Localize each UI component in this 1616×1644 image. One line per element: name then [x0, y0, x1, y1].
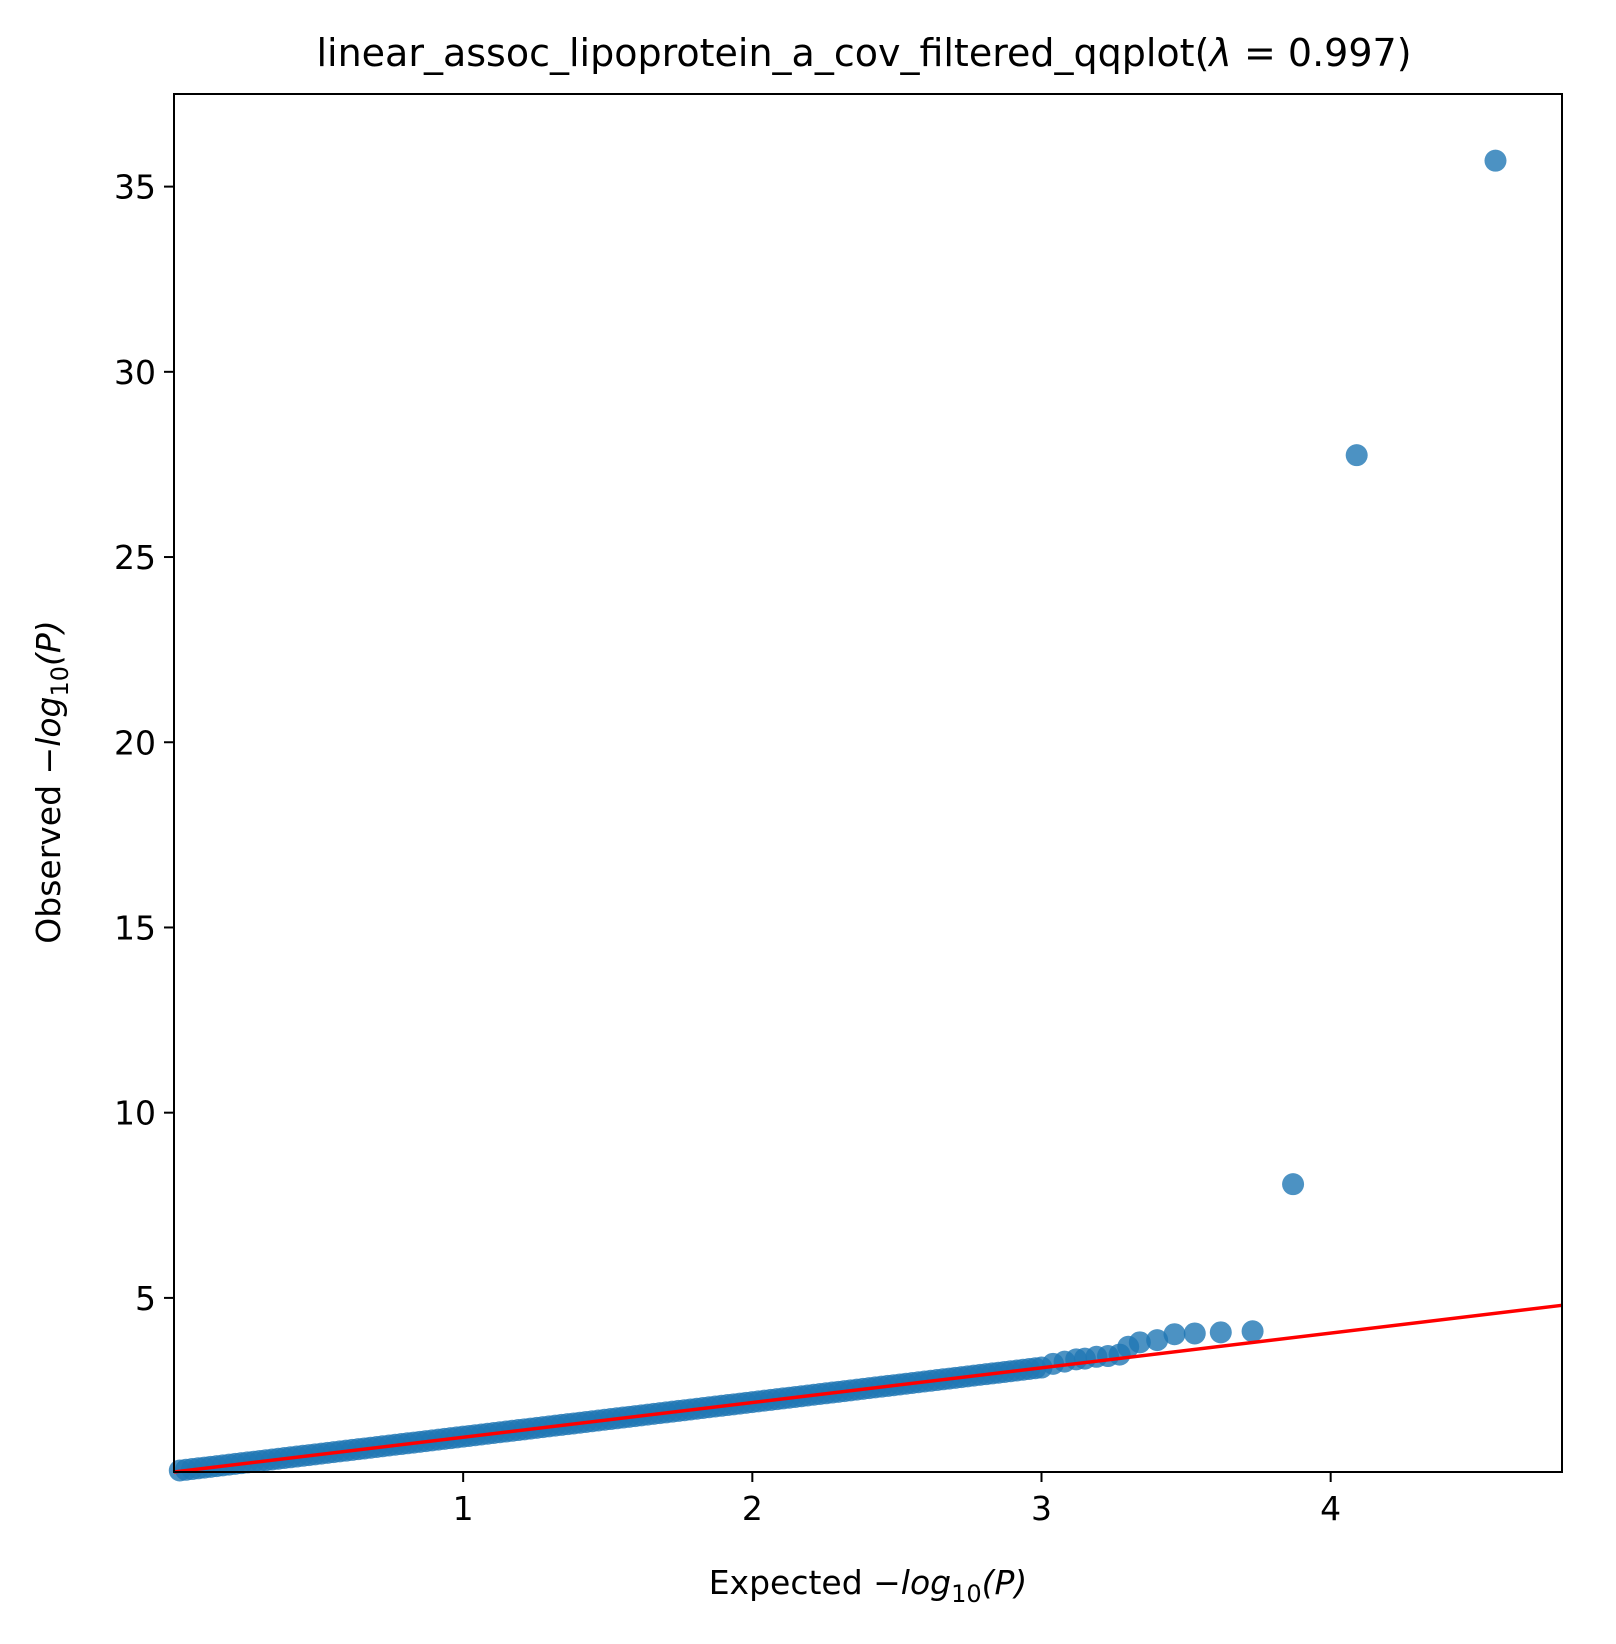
- y-axis: 5 10 15 20 25 30 35: [114, 168, 174, 1318]
- y-axis-label-log: log: [29, 696, 68, 746]
- y-axis-label-minus: −: [29, 747, 68, 775]
- axes-frame: [173, 93, 1563, 1473]
- y-tick-label: 25: [114, 538, 156, 577]
- data-point: [1163, 1323, 1186, 1346]
- x-axis-label: Expected −log10(P): [709, 1563, 1028, 1608]
- y-axis-label-text: Observed: [29, 774, 68, 943]
- data-point: [1128, 1331, 1151, 1354]
- title-lambda-value: 0.997: [1288, 31, 1397, 75]
- y-tick-label: 20: [114, 723, 156, 762]
- reference-line: [173, 1303, 1563, 1474]
- x-axis-label-minus: −: [873, 1563, 901, 1602]
- plot-area: [168, 94, 1563, 1482]
- x-axis-label-arg: (P): [982, 1563, 1028, 1602]
- y-tick-label: 30: [114, 353, 156, 392]
- y-tick-label: 35: [114, 168, 156, 207]
- title-text: linear_assoc_lipoprotein_a_cov_filtered_…: [316, 31, 1209, 75]
- data-point: [1345, 444, 1368, 467]
- title-close-paren: ): [1397, 31, 1412, 75]
- y-axis-label: Observed −log10(P): [29, 620, 74, 943]
- data-point: [1484, 149, 1507, 172]
- chart-title: linear_assoc_lipoprotein_a_cov_filtered_…: [316, 31, 1411, 75]
- data-point: [1183, 1322, 1206, 1345]
- y-axis-label-base: 10: [46, 666, 74, 697]
- data-point: [1209, 1321, 1232, 1344]
- data-point: [1146, 1329, 1169, 1352]
- title-lambda: λ: [1207, 31, 1232, 75]
- x-tick-label: 4: [1320, 1489, 1341, 1528]
- x-tick-label: 2: [742, 1489, 763, 1528]
- x-tick-label: 1: [453, 1489, 474, 1528]
- y-axis-label-arg: (P): [29, 620, 68, 666]
- axes-background: [174, 94, 1562, 1472]
- data-point: [1282, 1173, 1305, 1196]
- y-tick-label: 10: [114, 1094, 156, 1133]
- x-axis-label-text: Expected: [709, 1563, 873, 1602]
- y-tick-label: 15: [114, 908, 156, 947]
- x-axis: 1 2 3 4: [453, 1472, 1341, 1528]
- data-point: [1241, 1320, 1264, 1343]
- y-tick-label: 5: [135, 1279, 156, 1318]
- title-equals: =: [1232, 31, 1288, 75]
- x-axis-label-base: 10: [951, 1580, 982, 1608]
- x-tick-label: 3: [1031, 1489, 1052, 1528]
- x-axis-label-log: log: [901, 1563, 951, 1602]
